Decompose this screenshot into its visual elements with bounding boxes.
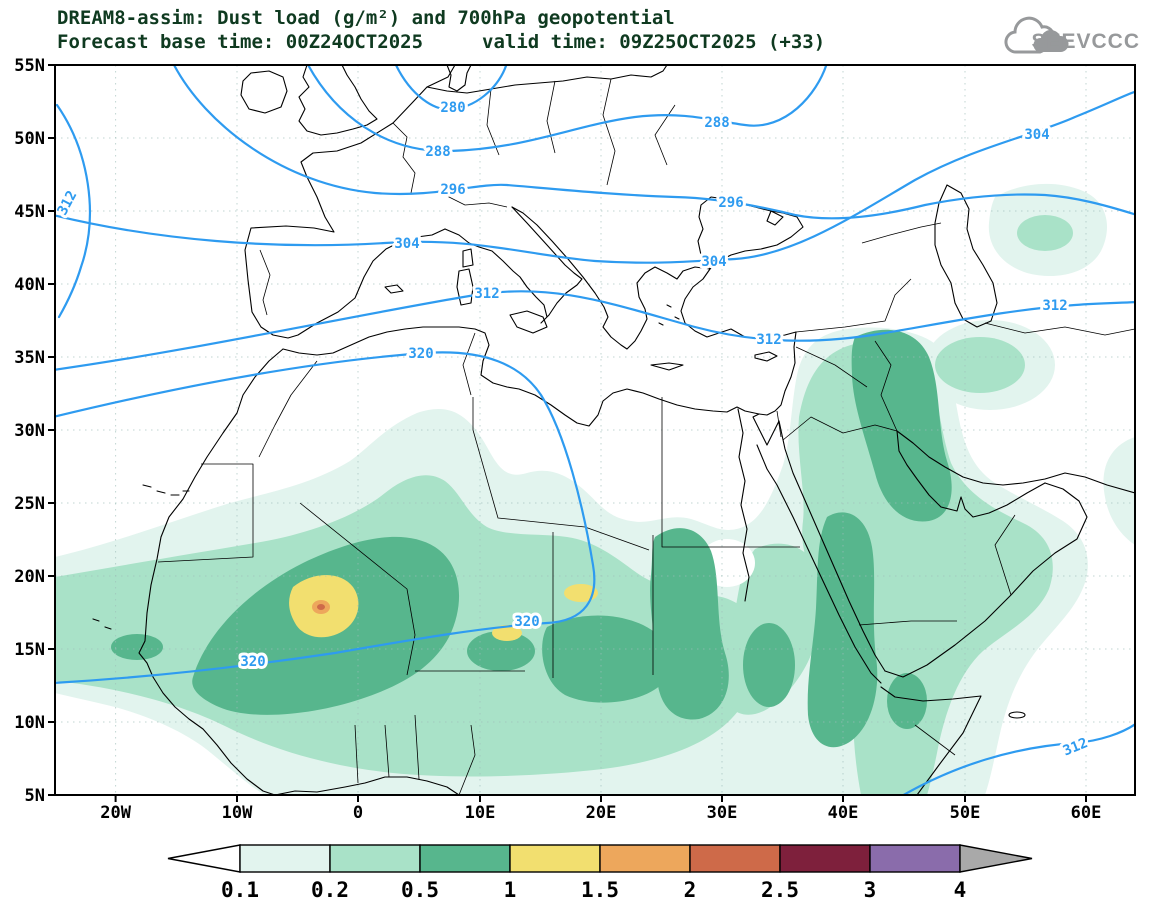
lat-axis: 55N 50N 45N 40N 35N 30N 25N 20N 15N 10N … [14,56,45,806]
figure-title: DREAM8-assim: Dust load (g/m²) and 700hP… [57,7,675,29]
figure-subtitle-base: Forecast base time: 00Z24OCT2025 [57,31,423,53]
contour-label: 288 [425,144,450,160]
colorbar-label: 3 [864,878,877,902]
lat-label: 55N [14,56,45,76]
coastlines [92,65,1135,795]
contour-label: 304 [394,236,419,252]
lon-label: 30E [707,803,738,823]
lat-label: 40N [14,275,45,295]
colorbar-label: 0.1 [221,878,259,902]
cloud-icon-small [1033,29,1069,52]
colorbar-legend: 0.1 0.2 0.5 1 1.5 2 2.5 3 4 [167,844,1033,902]
lat-label: 5N [25,786,45,806]
colorbar-label: 1.5 [581,878,619,902]
lon-label: 20E [586,803,617,823]
contour-label: 304 [1024,127,1049,143]
lon-label: 10E [465,803,496,823]
contour-label: 312 [756,332,781,348]
lon-label: 60E [1071,803,1102,823]
logo-text: SEEVCCC [1031,30,1140,53]
colorbar-arrow-left [167,844,241,873]
contour-label: 280 [440,100,465,116]
contour-label: 312 [1042,298,1067,314]
colorbar-segment [689,844,781,873]
colorbar-label: 2 [684,878,697,902]
lon-label: 20W [100,803,131,823]
contour-label: 288 [704,115,729,131]
seevccc-logo: SEEVCCC [1004,16,1140,54]
lat-label: 25N [14,494,45,514]
contour-label: 304 [701,254,726,270]
contour-label: 296 [718,195,743,211]
lat-label: 45N [14,202,45,222]
colorbar-segment [329,844,421,873]
colorbar-arrow-right [959,844,1033,873]
colorbar-label: 2.5 [761,878,799,902]
graticule [55,65,1135,795]
colorbar-segment [599,844,691,873]
colorbar-segment [509,844,601,873]
contour-label: 296 [440,182,465,198]
colorbar-label: 0.2 [311,878,349,902]
colorbar-segment [239,844,331,873]
contour-label: 320 [514,614,539,630]
lat-label: 20N [14,567,45,587]
lat-label: 35N [14,348,45,368]
country-borders [157,78,1135,795]
map-area: 280 288 288 296 296 304 304 304 312 312 … [54,65,1135,795]
colorbar-segment [419,844,511,873]
figure-subtitle-valid: valid time: 09Z25OCT2025 (+33) [482,31,825,53]
dust-layer-2 [317,604,325,610]
colorbar-segment [779,844,871,873]
contour-label: 312 [54,188,80,218]
colorbar-label: 4 [954,878,967,902]
contour-label: 320 [240,654,265,670]
lat-label: 30N [14,421,45,441]
lon-label: 0 [353,803,363,823]
colorbar-segment [869,844,961,873]
geopotential-contours [55,65,1135,795]
colorbar-label: 1 [504,878,517,902]
contour-label: 312 [474,286,499,302]
lat-label: 15N [14,640,45,660]
lon-label: 10W [222,803,253,823]
lat-label: 10N [14,713,45,733]
lon-label: 40E [828,803,859,823]
dust-layer-0.5 [111,329,952,748]
colorbar-label: 0.5 [401,878,439,902]
axis-ticks [48,64,1087,802]
lon-label: 50E [950,803,981,823]
contour-labels: 280 288 288 296 296 304 304 304 312 312 … [54,97,1093,762]
contour-label: 320 [408,346,433,362]
colorbar-labels: 0.1 0.2 0.5 1 1.5 2 2.5 3 4 [221,878,966,902]
dust-layer-1 [289,575,598,641]
lon-axis: 20W 10W 0 10E 20E 30E 40E 50E 60E [100,803,1101,823]
lat-label: 50N [14,129,45,149]
